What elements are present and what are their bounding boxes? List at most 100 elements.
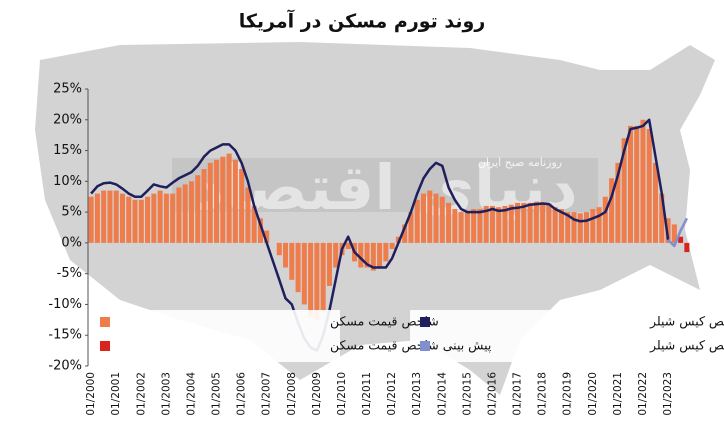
bar: [515, 202, 521, 243]
bar: [627, 125, 633, 243]
chart-title: روند تورم مسکن در آمریکا: [239, 9, 486, 33]
bar: [289, 242, 295, 280]
bar: [508, 204, 514, 243]
x-tick-label: 01/2013: [411, 372, 423, 416]
bar: [458, 212, 464, 243]
x-tick-label: 01/2017: [512, 372, 524, 416]
y-tick-label: 25%: [53, 82, 82, 97]
x-tick-label: 01/2021: [612, 372, 624, 416]
bar: [571, 212, 577, 243]
x-tick-label: 01/2020: [587, 372, 599, 416]
legend-label: پیش بینی شاخص کیس شیلر: [649, 338, 724, 354]
bar: [220, 156, 226, 243]
bar: [226, 153, 232, 243]
bar: [377, 242, 383, 268]
bar: [201, 169, 207, 243]
bar: [151, 193, 157, 243]
x-tick-label: 01/2014: [436, 372, 448, 416]
bar: [565, 212, 571, 243]
y-tick-label: -20%: [48, 359, 82, 374]
y-tick-label: 5%: [61, 205, 82, 220]
bar: [132, 199, 138, 243]
bar: [94, 193, 100, 243]
legend-label: پیش بینی شاخص قیمت مسکن: [330, 338, 492, 354]
x-tick-label: 01/2022: [637, 372, 649, 416]
legend: شاخص قیمت مسکن پیش بینی شاخص قیمت مسکن شاخ…: [100, 314, 724, 354]
x-tick-label: 01/2001: [110, 372, 122, 416]
y-tick-label: 15%: [53, 143, 82, 158]
bar: [138, 199, 144, 243]
bar: [427, 190, 433, 243]
bar: [420, 193, 426, 243]
bar: [552, 207, 558, 243]
bar: [483, 205, 489, 243]
bar: [88, 196, 94, 243]
bar: [251, 205, 257, 243]
y-tick-label: 10%: [53, 174, 82, 189]
bar: [464, 210, 470, 243]
bar: [333, 242, 339, 268]
x-tick-label: 01/2004: [185, 372, 197, 416]
legend-label: شاخص قیمت مسکن: [330, 314, 439, 330]
bar: [245, 187, 251, 243]
bar: [276, 242, 282, 256]
bar: [609, 178, 615, 243]
bar: [684, 242, 690, 253]
bar: [126, 196, 132, 243]
bar: [389, 242, 395, 250]
bar: [533, 201, 539, 243]
bar: [433, 193, 439, 243]
bar: [414, 199, 420, 243]
bar: [163, 193, 169, 243]
bar: [521, 202, 527, 243]
x-tick-label: 01/2002: [135, 372, 147, 416]
x-tick-label: 01/2009: [311, 372, 323, 416]
plot: -20% -15% -10% -5% 0% 5% 10% 15% 20% 25% 01/2000 01…: [48, 82, 690, 416]
bar: [402, 224, 408, 243]
bar: [546, 203, 552, 243]
bar: [678, 236, 684, 243]
bar: [527, 202, 533, 243]
bar: [232, 159, 238, 243]
bar: [659, 193, 665, 243]
bar: [157, 190, 163, 243]
legend-swatch: [420, 341, 430, 351]
bar: [188, 181, 194, 243]
bar: [182, 184, 188, 243]
bar: [653, 162, 659, 243]
bar: [345, 242, 351, 250]
bar: [502, 205, 508, 243]
legend-label: شاخص کیس شیلر: [649, 314, 724, 330]
bar: [577, 213, 583, 243]
bar: [602, 196, 608, 243]
bar: [358, 242, 364, 268]
y-tick-label: -5%: [57, 266, 82, 281]
legend-swatch: [100, 317, 110, 327]
legend-swatch: [100, 341, 110, 351]
x-tick-label: 01/2003: [160, 372, 172, 416]
bar: [621, 138, 627, 243]
bar: [301, 242, 307, 305]
bar: [320, 242, 326, 311]
bar: [634, 125, 640, 243]
legend-swatch: [420, 317, 430, 327]
y-tick-label: -15%: [48, 328, 82, 343]
x-tick-label: 01/2023: [662, 372, 674, 416]
bar: [326, 242, 332, 286]
x-tick-label: 01/2015: [461, 372, 473, 416]
bar: [195, 175, 201, 243]
bar: [207, 162, 213, 243]
bar: [264, 230, 270, 243]
bar: [119, 193, 125, 243]
bar: [615, 162, 621, 243]
map-background: [35, 42, 715, 395]
watermark-subtitle: روزنامه صبح ایران: [478, 156, 562, 169]
x-tick-label: 01/2000: [85, 372, 97, 416]
bar: [408, 212, 414, 243]
line: [90, 118, 670, 352]
bar: [489, 205, 495, 243]
bar: [471, 209, 477, 243]
bar: [170, 193, 176, 243]
bar: [283, 242, 289, 268]
